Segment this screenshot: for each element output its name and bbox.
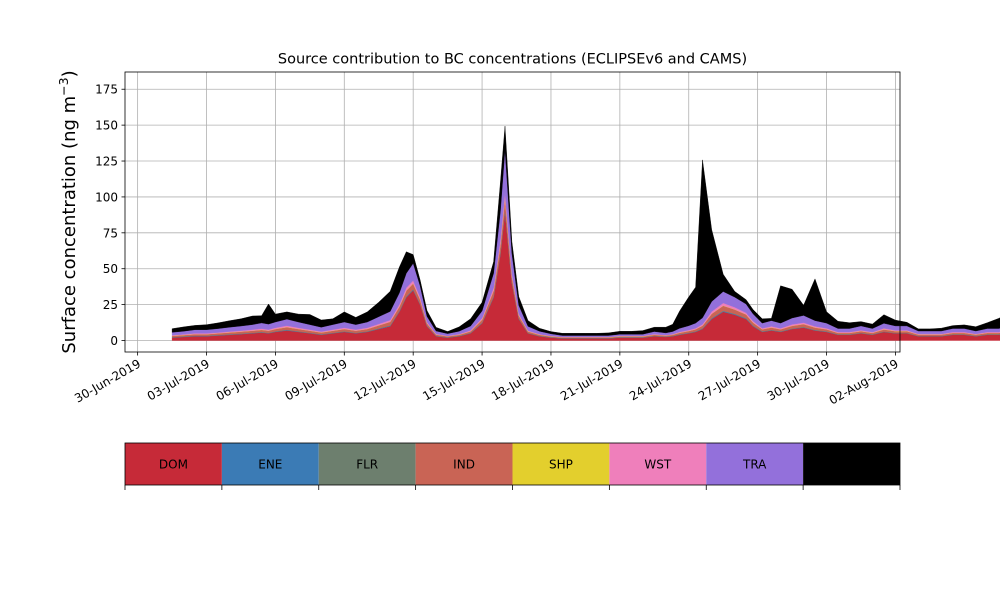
legend-swatch-dom bbox=[125, 443, 222, 485]
x-axis: 30-Jun-2019 03-Jul-2019 06-Jul-2019 09-Jul-… bbox=[72, 352, 901, 407]
legend-swatch-flr bbox=[318, 443, 416, 485]
legend-frame bbox=[124, 442, 901, 486]
legend-label: TRA bbox=[742, 458, 767, 472]
x-tick-label: 03-Jul-2019 bbox=[145, 356, 212, 403]
x-tick-label: 15-Jul-2019 bbox=[420, 356, 487, 403]
x-tick-label: 12-Jul-2019 bbox=[351, 356, 418, 403]
x-tick-label: 21-Jul-2019 bbox=[558, 356, 625, 403]
area-bb bbox=[171, 126, 1000, 336]
x-tick-label: 09-Jul-2019 bbox=[282, 356, 349, 403]
legend-swatch-ind bbox=[415, 443, 513, 485]
y-tick-label: 0 bbox=[110, 334, 118, 348]
legend-label: ENE bbox=[258, 458, 282, 472]
x-tick-label: 30-Jun-2019 bbox=[72, 356, 143, 405]
stacked-areas bbox=[171, 126, 1000, 341]
legend-swatch-tra bbox=[706, 443, 804, 485]
y-tick-label: 25 bbox=[103, 298, 118, 312]
plot-frame bbox=[124, 71, 901, 353]
legend-label: WST bbox=[644, 458, 671, 472]
y-tick-label: 75 bbox=[103, 226, 118, 240]
legend-swatch-ene bbox=[221, 443, 319, 485]
legend-label: BB bbox=[843, 458, 859, 472]
x-tick-label: 18-Jul-2019 bbox=[489, 356, 556, 403]
x-tick-label: 27-Jul-2019 bbox=[696, 356, 763, 403]
legend-swatch-wst bbox=[609, 443, 707, 485]
legend-swatch-shp bbox=[512, 443, 610, 485]
y-tick-label: 175 bbox=[95, 83, 118, 97]
legend-label: FLR bbox=[356, 458, 378, 472]
y-tick-label: 50 bbox=[103, 262, 118, 276]
y-tick-label: 150 bbox=[95, 119, 118, 133]
x-tick-label: 24-Jul-2019 bbox=[627, 356, 694, 403]
source-legend-bar: DOM ENE FLR IND SHP WST TRA BB bbox=[124, 442, 901, 490]
legend-swatch-bb bbox=[803, 443, 900, 485]
area-tra bbox=[171, 149, 1000, 338]
plot-area: 0 25 50 75 100 125 150 175 30-Jun-2019 03-Jul-20… bbox=[72, 71, 1000, 407]
y-tick-label: 100 bbox=[95, 190, 118, 204]
x-tick-label: 30-Jul-2019 bbox=[765, 356, 832, 403]
chart-title: Source contribution to BC concentrations… bbox=[278, 52, 747, 68]
legend-label: IND bbox=[453, 458, 475, 472]
x-tick-label: 02-Aug-2019 bbox=[827, 356, 901, 407]
legend-label: SHP bbox=[549, 458, 573, 472]
y-tick-label: 125 bbox=[95, 155, 118, 169]
x-tick-label: 06-Jul-2019 bbox=[214, 356, 281, 403]
y-axis-title: Surface concentration (ng m−3) bbox=[56, 70, 80, 353]
y-axis: 0 25 50 75 100 125 150 175 bbox=[95, 83, 125, 348]
legend-label: DOM bbox=[159, 458, 188, 472]
